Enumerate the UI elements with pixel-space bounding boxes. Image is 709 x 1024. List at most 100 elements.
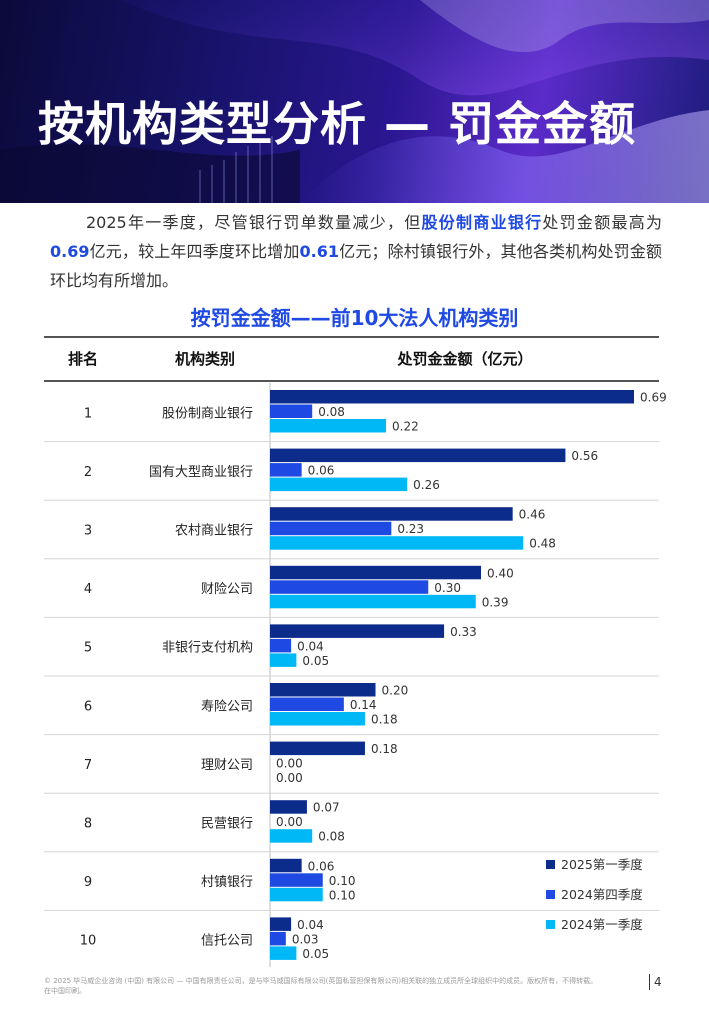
data-label: 0.40 <box>487 566 514 580</box>
legend-label: 2024第一季度 <box>561 917 643 932</box>
bar-chart-table: 排名 机构类别 处罚金金额（亿元） 1 股份制商业银行 0.69 0.08 0.22 2 国有大型… <box>44 336 667 967</box>
column-header-amount: 处罚金金额（亿元） <box>396 350 532 368</box>
data-label: 0.05 <box>302 654 329 668</box>
category-label: 村镇银行 <box>201 875 253 890</box>
page-number: 4 <box>649 974 662 990</box>
bar <box>270 536 524 550</box>
data-label: 0.04 <box>297 639 324 653</box>
category-label: 农村商业银行 <box>175 524 253 539</box>
bar <box>270 683 376 697</box>
bar <box>270 419 387 433</box>
data-label: 0.00 <box>276 771 303 785</box>
data-label: 0.14 <box>350 698 377 712</box>
chart-title: 按罚金金额——前10大法人机构类别 <box>190 306 519 330</box>
bar <box>270 390 634 404</box>
data-label: 0.30 <box>434 581 461 595</box>
bar <box>270 873 323 887</box>
legend-label: 2024第四季度 <box>561 887 643 902</box>
category-label: 寿险公司 <box>201 699 253 714</box>
bar <box>270 624 445 638</box>
bar <box>270 653 297 667</box>
data-label: 0.06 <box>308 464 335 478</box>
column-header-category: 机构类别 <box>175 350 235 368</box>
data-label: 0.33 <box>450 625 477 639</box>
data-label: 0.08 <box>318 830 345 844</box>
column-header-rank: 排名 <box>68 350 98 368</box>
intro-highlight-increase: 0.61 <box>299 242 340 261</box>
bar <box>270 477 408 492</box>
data-label: 0.07 <box>313 801 340 815</box>
bar <box>270 946 297 960</box>
category-label: 非银行支付机构 <box>162 641 253 656</box>
category-label: 股份制商业银行 <box>162 406 253 421</box>
rank-label: 3 <box>84 524 92 539</box>
legend-swatch <box>546 920 555 929</box>
data-label: 0.20 <box>382 684 409 698</box>
hero-banner: 按机构类型分析 — 罚金金额 <box>0 0 709 203</box>
data-label: 0.39 <box>482 595 509 609</box>
data-label: 0.10 <box>329 874 356 888</box>
data-label: 0.08 <box>318 405 345 419</box>
data-label: 0.23 <box>397 522 424 536</box>
bar <box>270 521 392 536</box>
data-label: 0.05 <box>302 947 329 961</box>
category-label: 理财公司 <box>201 758 253 773</box>
data-label: 0.10 <box>329 888 356 902</box>
bar <box>270 741 365 756</box>
data-label: 0.69 <box>640 391 667 405</box>
rank-label: 2 <box>84 465 92 480</box>
data-label: 0.48 <box>529 537 556 551</box>
bar <box>270 931 286 946</box>
legend-swatch <box>546 860 555 869</box>
category-label: 民营银行 <box>201 817 253 832</box>
data-label: 0.04 <box>297 918 324 932</box>
data-label: 0.18 <box>371 742 398 756</box>
bar <box>270 580 429 594</box>
intro-text-2: 处罚金额最高为 <box>542 213 662 232</box>
bar <box>270 448 566 463</box>
rank-label: 6 <box>84 699 92 714</box>
category-label: 国有大型商业银行 <box>149 465 253 480</box>
rank-label: 4 <box>84 582 92 597</box>
data-label: 0.46 <box>519 508 546 522</box>
bar <box>270 404 313 418</box>
intro-highlight-bank-type: 股份制商业银行 <box>421 213 543 232</box>
rank-label: 8 <box>84 817 92 832</box>
bar <box>270 638 292 653</box>
data-label: 0.00 <box>276 757 303 771</box>
intro-text-3: 亿元，较上年四季度环比增加 <box>89 242 300 261</box>
rank-label: 1 <box>84 406 92 421</box>
intro-text-4: 亿元；除村镇银行外，其他各类机构处罚金额环比均有所增加。 <box>50 242 662 290</box>
bar <box>270 800 307 814</box>
rank-label: 5 <box>84 641 92 656</box>
bar <box>270 697 344 711</box>
bar <box>270 917 292 931</box>
data-label: 0.03 <box>292 932 319 946</box>
data-label: 0.18 <box>371 713 398 727</box>
page-title: 按机构类型分析 — 罚金金额 <box>38 97 637 151</box>
bar <box>270 565 482 580</box>
footer-copyright: © 2025 毕马威企业咨询 (中国) 有限公司 — 中国有限责任公司，是与毕马… <box>44 977 598 995</box>
hero-artwork <box>0 0 709 203</box>
legend-label: 2025第一季度 <box>561 857 643 872</box>
data-label: 0.06 <box>308 859 335 873</box>
data-label: 0.22 <box>392 420 419 434</box>
category-label: 信托公司 <box>201 934 253 949</box>
data-label: 0.26 <box>413 478 440 492</box>
intro-text-1: 2025年一季度，尽管银行罚单数量减少，但 <box>86 213 422 232</box>
intro-paragraph: 2025年一季度，尽管银行罚单数量减少，但股份制商业银行处罚金额最高为 0.69亿… <box>50 208 662 295</box>
bar <box>270 463 302 477</box>
bar <box>270 858 302 873</box>
category-label: 财险公司 <box>201 582 253 597</box>
legend-swatch <box>546 890 555 899</box>
bar <box>270 594 476 609</box>
bar <box>270 829 313 843</box>
data-label: 0.00 <box>276 815 303 829</box>
intro-highlight-max-amount: 0.69 <box>50 242 90 261</box>
rank-label: 7 <box>84 758 92 773</box>
bar <box>270 712 365 726</box>
data-label: 0.56 <box>571 449 598 463</box>
rank-label: 10 <box>80 934 97 949</box>
rank-label: 9 <box>84 875 92 890</box>
bar <box>270 507 513 521</box>
